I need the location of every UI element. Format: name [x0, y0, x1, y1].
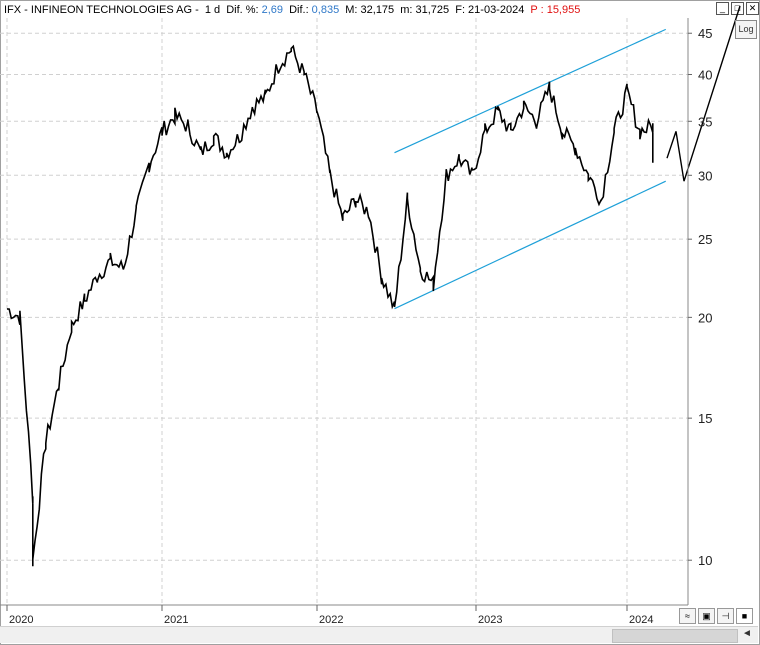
price-line	[6, 44, 654, 567]
dif-label: Dif.:	[289, 4, 309, 16]
y-axis: 10 15 20 25 30 35 40 45	[688, 26, 712, 568]
x-tick-label: 2022	[319, 614, 343, 626]
scroll-thumb[interactable]	[612, 629, 738, 643]
channel-lower-line[interactable]	[394, 180, 667, 310]
scroll-left-icon[interactable]: ◄	[742, 628, 752, 639]
y-tick-label: 25	[698, 232, 712, 247]
window-controls: _ □ ✕	[716, 2, 759, 15]
pin-icon[interactable]: ⊣	[717, 608, 734, 624]
trend-channel	[394, 28, 667, 310]
y-tick-label: 45	[698, 26, 712, 41]
dif-pct-label: Dif. %:	[226, 4, 259, 16]
channel-upper-line[interactable]	[394, 28, 666, 154]
date-label: F: 21-03-2024	[455, 4, 525, 16]
bottom-toolbar: ≈ ▣ ⊣ ■	[679, 608, 753, 624]
y-tick-label: 20	[698, 310, 712, 325]
symbol-name: IFX - INFINEON TECHNOLOGIES AG -	[4, 4, 199, 16]
horizontal-scrollbar[interactable]: ◄	[0, 626, 758, 643]
timeframe: 1 d	[204, 4, 221, 16]
window-minimize-icon[interactable]: _	[716, 2, 729, 15]
log-scale-button[interactable]: Log	[735, 20, 757, 39]
y-tick-label: 10	[698, 553, 712, 568]
x-tick-label: 2023	[478, 614, 502, 626]
x-tick-label: 2024	[629, 614, 653, 626]
y-tick-label: 35	[698, 114, 712, 129]
chart-header: IFX - INFINEON TECHNOLOGIES AG - 1 d Dif…	[4, 2, 583, 18]
dif-pct-value: 2,69	[261, 4, 284, 16]
x-axis: 2020 2021 2022 2023 2024	[6, 605, 653, 626]
price-series	[6, 44, 654, 567]
x-tick-label: 2021	[164, 614, 188, 626]
y-tick-label: 30	[698, 168, 712, 183]
min-label: m: 31,725	[400, 4, 450, 16]
arrow-icon[interactable]: ≈	[679, 608, 696, 624]
dif-value: 0,835	[311, 4, 340, 16]
y-tick-label: 40	[698, 68, 712, 83]
max-label: M: 32,175	[345, 4, 395, 16]
y-tick-label: 15	[698, 411, 712, 426]
x-tick-label: 2020	[9, 614, 33, 626]
window-close-icon[interactable]: ✕	[746, 2, 759, 15]
p-label: P : 15,955	[530, 4, 581, 16]
projection-line	[666, 5, 741, 182]
projection-path[interactable]	[666, 5, 741, 182]
grid	[0, 18, 688, 605]
save-icon[interactable]: ▣	[698, 608, 715, 624]
square-icon[interactable]: ■	[736, 608, 753, 624]
